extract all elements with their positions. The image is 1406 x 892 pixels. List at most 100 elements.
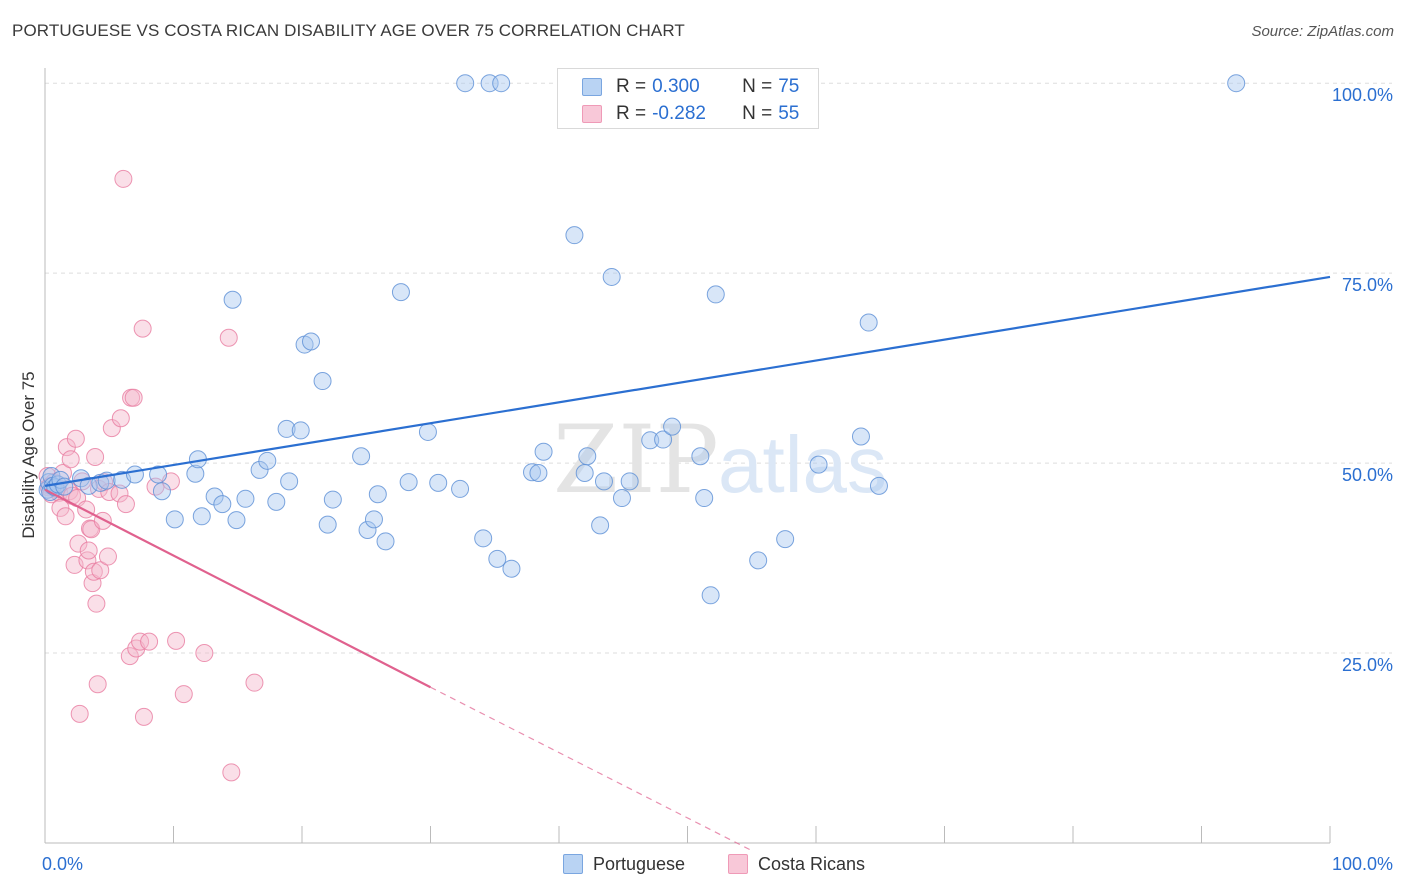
legend-row-portuguese: R = 0.300 N = 75: [582, 75, 799, 99]
correlation-legend: R = 0.300 N = 75 R = -0.282 N = 55: [557, 68, 819, 129]
legend-r-label: R =: [616, 76, 647, 97]
portuguese-point: [376, 532, 395, 551]
portuguese-point: [620, 472, 639, 491]
x-tick-label: 100.0%: [1332, 854, 1393, 874]
bottom-swatch-costa-ricans: [728, 854, 748, 874]
costa-ricans-point: [140, 632, 159, 651]
portuguese-point: [149, 465, 168, 484]
costa-ricans-point: [219, 328, 238, 347]
costa-ricans-point: [116, 495, 135, 514]
costa-ricans-point: [110, 484, 129, 503]
y-tick-label: 50.0%: [1342, 465, 1393, 485]
legend-n-value: 55: [778, 103, 800, 124]
costa-ricans-point: [111, 409, 130, 428]
costa-ricans-point: [53, 463, 72, 482]
legend-row-costa-ricans: R = -0.282 N = 55: [582, 102, 799, 126]
portuguese-point: [313, 372, 332, 391]
portuguese-point: [213, 495, 232, 514]
legend-n-label: N =: [742, 76, 773, 97]
costa-ricans-point: [134, 707, 153, 726]
portuguese-point: [165, 510, 184, 529]
portuguese-point: [492, 74, 511, 93]
portuguese-point: [258, 451, 277, 470]
costa-ricans-point: [84, 562, 103, 581]
costa-ricans-point: [222, 763, 241, 782]
y-tick-label: 100.0%: [1332, 85, 1393, 105]
bottom-legend-label: Portuguese: [593, 853, 686, 874]
portuguese-point: [223, 290, 242, 309]
portuguese-point: [851, 427, 870, 446]
portuguese-point: [641, 431, 660, 450]
portuguese-point: [192, 507, 211, 526]
legend-swatch-portuguese: [582, 78, 602, 96]
portuguese-point: [79, 476, 98, 495]
costa-ricans-point: [87, 594, 106, 613]
costa-ricans-point: [98, 547, 117, 566]
costa-ricans-point: [86, 448, 105, 467]
axes: [44, 68, 1331, 844]
costa-ricans-point: [56, 507, 75, 526]
portuguese-trend-line: [44, 275, 1331, 487]
costa-ricans-trend-extension: [430, 686, 753, 852]
portuguese-point: [594, 472, 613, 491]
portuguese-point: [578, 447, 597, 466]
chart-title: PORTUGUESE VS COSTA RICAN DISABILITY AGE…: [12, 21, 685, 40]
costa-ricans-point: [174, 685, 193, 704]
portuguese-point: [391, 283, 410, 302]
costa-ricans-point: [120, 647, 139, 666]
bottom-legend-label: Costa Ricans: [758, 853, 866, 874]
portuguese-point: [418, 422, 437, 441]
portuguese-point: [267, 492, 286, 511]
portuguese-point: [695, 489, 714, 508]
costa-ricans-point: [245, 673, 264, 692]
portuguese-point: [691, 447, 710, 466]
costa-ricans-point: [195, 644, 214, 663]
costa-ricans-point: [114, 169, 133, 188]
portuguese-point: [591, 516, 610, 535]
portuguese-point: [654, 430, 673, 449]
portuguese-point: [227, 511, 246, 530]
bottom-legend-costa-ricans: Costa Ricans: [728, 852, 865, 876]
portuguese-point: [859, 313, 878, 332]
legend-r-label: R =: [616, 103, 647, 124]
y-axis-title: Disability Age Over 75: [19, 371, 38, 538]
portuguese-point: [280, 472, 299, 491]
portuguese-point: [451, 479, 470, 498]
portuguese-point: [125, 465, 144, 484]
portuguese-point: [301, 332, 320, 351]
legend-n-label: N =: [742, 103, 773, 124]
portuguese-point: [368, 485, 387, 504]
portuguese-point: [565, 226, 584, 245]
bottom-legend-portuguese: Portuguese: [563, 852, 685, 876]
costa-ricans-point: [167, 631, 186, 650]
costa-ricans-point: [77, 500, 96, 519]
legend-r-value: -0.282: [652, 103, 706, 124]
costa-ricans-point: [78, 551, 97, 570]
portuguese-point: [277, 419, 296, 438]
y-tick-label: 75.0%: [1342, 275, 1393, 295]
portuguese-point: [776, 530, 795, 549]
portuguese-point: [612, 489, 631, 508]
watermark: ZIP atlas: [553, 406, 887, 515]
bottom-swatch-portuguese: [563, 854, 583, 874]
portuguese-point: [186, 464, 205, 483]
portuguese-point: [318, 515, 337, 534]
costa-ricans-point: [133, 319, 152, 338]
portuguese-point: [488, 549, 507, 568]
portuguese-point: [205, 487, 224, 506]
costa-ricans-point: [51, 498, 70, 517]
portuguese-point: [534, 442, 553, 461]
portuguese-point: [602, 267, 621, 286]
portuguese-point: [706, 285, 725, 304]
watermark-atlas: atlas: [718, 420, 887, 509]
portuguese-point: [523, 463, 542, 482]
costa-ricans-point: [70, 704, 89, 723]
legend-swatch-costa-ricans: [582, 105, 602, 123]
costa-ricans-point: [93, 511, 112, 530]
portuguese-point: [236, 489, 255, 508]
portuguese-points: [38, 74, 1246, 605]
costa-ricans-point: [69, 534, 88, 553]
portuguese-point: [399, 473, 418, 492]
portuguese-point: [429, 473, 448, 492]
